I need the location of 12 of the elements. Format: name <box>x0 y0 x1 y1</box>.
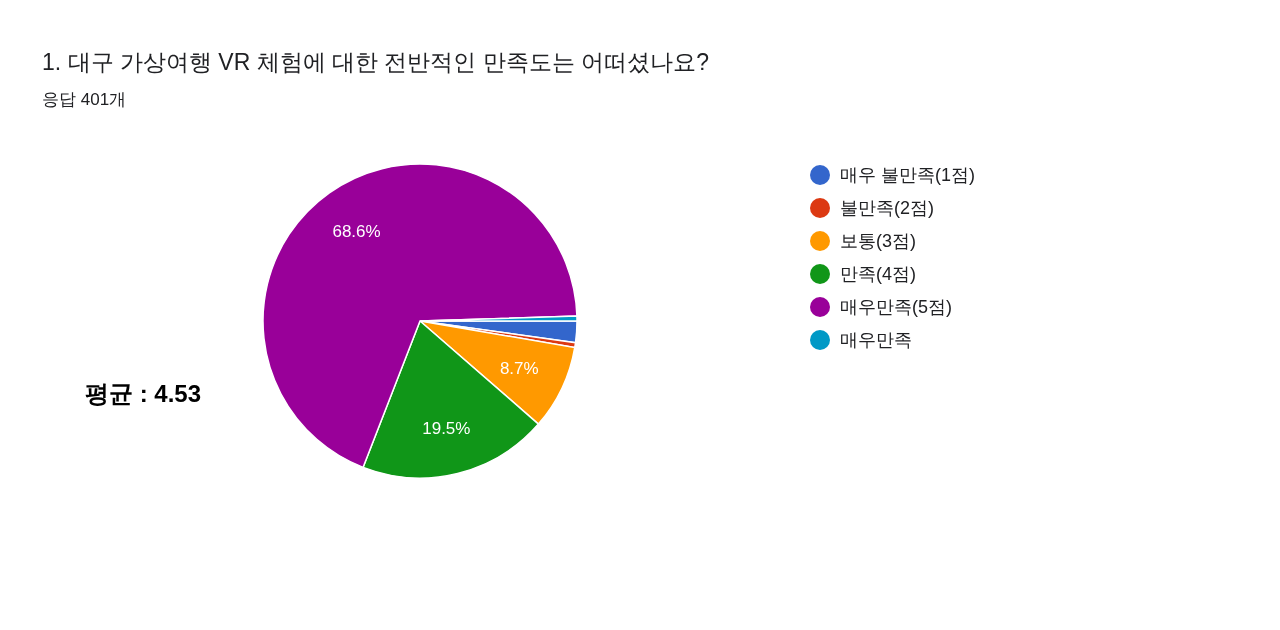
text: 응답 401개 <box>42 90 127 109</box>
legend-label: 보통(3점) <box>840 231 916 251</box>
legend-label: 매우만족(5점) <box>840 297 952 317</box>
text: 평균 : 4.53 <box>85 380 202 407</box>
legend-label: 매우 불만족(1점) <box>840 165 975 185</box>
chart-title: 1. 대구 가상여행 VR 체험에 대한 전반적인 만족도는 어떠셨나요? <box>42 49 710 75</box>
data-label: 19.5% <box>422 418 471 438</box>
data-label: 68.6% <box>332 222 381 242</box>
data-label: 8.7% <box>499 359 539 379</box>
legend-label: 매우만족 <box>840 330 912 350</box>
legend-label: 만족(4점) <box>840 264 916 284</box>
legend-label: 불만족(2점) <box>840 198 934 218</box>
